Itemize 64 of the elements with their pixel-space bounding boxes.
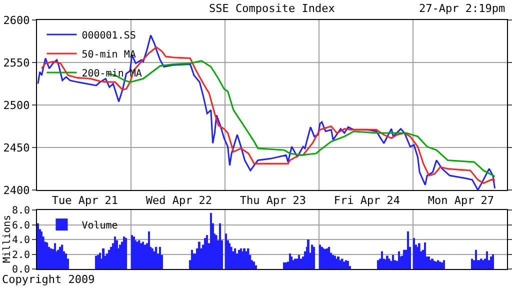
y-tick-label: 6.0	[12, 220, 30, 232]
legend-label: 000001.SS	[82, 30, 136, 42]
bar	[443, 260, 445, 269]
bar	[155, 246, 158, 269]
y-tick-label: 4.0	[12, 235, 30, 246]
x-tick-label: Thu Apr 23	[240, 194, 306, 208]
bar	[486, 251, 488, 269]
bar	[219, 223, 222, 269]
bar	[418, 243, 420, 269]
bar	[328, 246, 330, 269]
bar	[392, 254, 394, 269]
legend-label: Volume	[82, 220, 118, 232]
bar	[225, 234, 227, 269]
bar	[230, 246, 232, 269]
y-axis-title: Millions	[2, 214, 13, 263]
bar	[492, 254, 494, 269]
x-tick-label: Fri Apr 24	[334, 194, 400, 208]
bar	[345, 260, 348, 269]
bar	[283, 262, 285, 269]
bar	[307, 240, 310, 269]
bar	[65, 254, 67, 269]
bar	[386, 256, 388, 269]
bar	[255, 265, 257, 269]
y-tick-label: 2400	[3, 184, 30, 197]
bar	[247, 248, 250, 269]
y-tick-label: 2450	[3, 141, 30, 154]
bar	[116, 240, 118, 269]
y-tick-label: 8.0	[12, 206, 30, 216]
bar	[191, 250, 193, 269]
bar	[471, 258, 473, 269]
bar	[377, 260, 379, 269]
legend-label: 50-min MA	[82, 49, 136, 60]
bar	[398, 251, 400, 269]
bar	[95, 256, 97, 269]
y-tick-label: 2600	[3, 14, 30, 27]
bar	[381, 251, 383, 269]
y-tick-label: 2550	[3, 56, 30, 70]
bar	[37, 223, 39, 269]
bar	[99, 252, 101, 269]
bar	[475, 250, 477, 269]
bar	[108, 250, 110, 269]
bar	[413, 238, 415, 269]
bar	[210, 212, 212, 269]
y-tick-label: 2500	[3, 98, 30, 112]
chart-title: SSE Composite Index	[209, 2, 336, 15]
bar	[204, 238, 206, 269]
bar	[407, 231, 410, 269]
text: Copyright 2009	[2, 273, 95, 286]
bar	[424, 242, 426, 269]
bar	[490, 256, 492, 269]
bar	[234, 248, 236, 269]
y-tick-label: 0.0	[12, 264, 30, 276]
bar	[125, 238, 128, 269]
text: 27-Apr 2:19pm	[419, 2, 506, 15]
bar	[388, 258, 390, 269]
x-tick-label: Wed Apr 22	[146, 194, 212, 208]
bar	[159, 246, 161, 269]
bar	[253, 262, 255, 269]
bar	[123, 236, 126, 269]
x-tick-label: Tue Apr 21	[52, 194, 118, 208]
bar	[347, 260, 349, 269]
bar	[313, 246, 316, 269]
x-tick-label: Mon Apr 27	[428, 194, 494, 208]
y-tick-label: 2.0	[12, 250, 30, 261]
